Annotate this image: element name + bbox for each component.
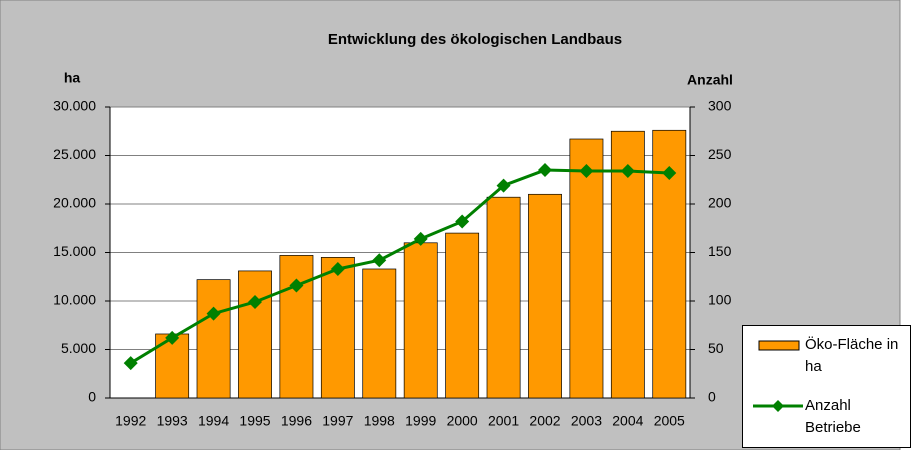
y2-tick-label: 300 bbox=[708, 98, 732, 114]
bar bbox=[445, 232, 480, 399]
marker bbox=[165, 330, 180, 345]
bar bbox=[403, 242, 438, 399]
legend-key-bar bbox=[758, 340, 800, 351]
x-tick-label: 1993 bbox=[157, 413, 188, 429]
marker bbox=[662, 165, 677, 180]
y-tick-label: 20.000 bbox=[53, 195, 96, 211]
y2-tick-label: 200 bbox=[708, 195, 732, 211]
chart-title: Entwicklung des ökologischen Landbaus bbox=[328, 31, 622, 48]
y2-tick-label: 150 bbox=[708, 243, 732, 259]
legend-keys bbox=[753, 340, 803, 412]
x-tick-label: 1995 bbox=[239, 413, 270, 429]
marker bbox=[455, 214, 470, 229]
y2-tick-label: 100 bbox=[708, 292, 732, 308]
x-tick-label: 1994 bbox=[198, 413, 229, 429]
bar bbox=[279, 255, 314, 399]
legend-label: Öko-Fläche in ha bbox=[805, 336, 899, 375]
y2-tick-label: 50 bbox=[708, 340, 724, 356]
x-tick-label: 2004 bbox=[612, 413, 643, 429]
marker bbox=[579, 164, 594, 179]
x-tick-label: 2005 bbox=[654, 413, 685, 429]
bar bbox=[528, 193, 562, 399]
bar bbox=[486, 196, 521, 399]
marker bbox=[496, 178, 511, 193]
y-tick-label: 30.000 bbox=[53, 98, 96, 114]
x-tick-label: 1999 bbox=[405, 413, 436, 429]
x-tick-label: 1992 bbox=[115, 413, 146, 429]
marker bbox=[206, 306, 221, 321]
bar bbox=[196, 279, 231, 399]
marker bbox=[330, 261, 345, 276]
x-tick-label: 2003 bbox=[571, 413, 602, 429]
x-tick-label: 2001 bbox=[488, 413, 519, 429]
legend-key-marker bbox=[772, 400, 784, 412]
marker bbox=[372, 253, 387, 268]
marker bbox=[123, 356, 138, 371]
y2-tick-label: 250 bbox=[708, 146, 732, 162]
y2-axis-title: Anzahl bbox=[687, 72, 733, 88]
y-tick-label: 10.000 bbox=[53, 292, 96, 308]
x-tick-label: 1997 bbox=[322, 413, 353, 429]
marker bbox=[413, 231, 428, 246]
y-tick-label: 5.000 bbox=[61, 340, 96, 356]
x-tick-label: 2002 bbox=[529, 413, 560, 429]
y-tick-label: 15.000 bbox=[53, 243, 96, 259]
y-tick-label: 25.000 bbox=[53, 146, 96, 162]
marker bbox=[620, 164, 635, 179]
y-tick-label: 0 bbox=[88, 389, 96, 405]
line bbox=[129, 168, 670, 365]
legend: Öko-Fläche in ha Anzahl Betriebe bbox=[742, 325, 911, 448]
marker bbox=[538, 163, 552, 178]
y-axis-title: ha bbox=[64, 70, 81, 86]
x-tick-label: 2000 bbox=[447, 413, 478, 429]
x-tick-label: 1998 bbox=[364, 413, 395, 429]
bar bbox=[569, 138, 604, 399]
marker bbox=[289, 278, 304, 293]
marker bbox=[248, 294, 262, 309]
bar bbox=[238, 270, 272, 399]
legend-label: Anzahl Betriebe bbox=[805, 397, 861, 436]
bar bbox=[362, 268, 397, 399]
x-tick-label: 1996 bbox=[281, 413, 312, 429]
bar bbox=[320, 257, 355, 399]
y2-tick-label: 0 bbox=[708, 389, 716, 405]
